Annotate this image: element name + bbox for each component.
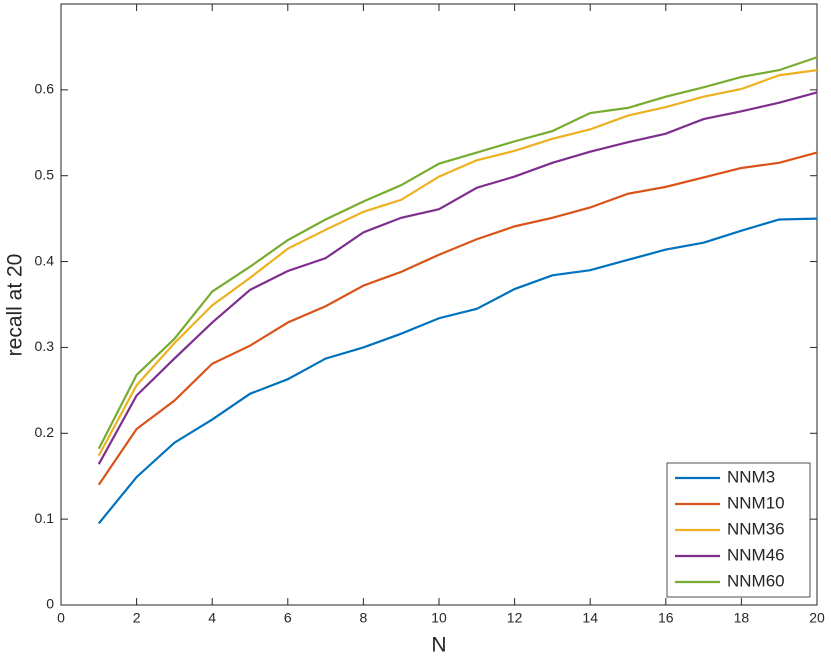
x-tick-label: 12 xyxy=(507,610,523,626)
x-tick-label: 6 xyxy=(284,610,292,626)
series-line xyxy=(97,217,818,525)
x-tick-label: 10 xyxy=(431,610,447,626)
y-tick-label: 0.4 xyxy=(35,252,55,268)
legend-label: NNM60 xyxy=(727,571,785,590)
y-tick-label: 0.1 xyxy=(35,510,55,526)
x-tick-label: 18 xyxy=(734,610,750,626)
x-tick-label: 14 xyxy=(582,610,598,626)
series-line xyxy=(97,56,818,450)
y-tick-label: 0.5 xyxy=(35,166,55,182)
y-tick-label: 0 xyxy=(46,596,54,612)
legend-label: NNM46 xyxy=(727,545,785,564)
x-tick-label: 4 xyxy=(208,610,216,626)
x-axis-label: N xyxy=(431,634,446,657)
legend-label: NNM10 xyxy=(727,493,785,512)
x-tick-label: 2 xyxy=(133,610,141,626)
series-line xyxy=(97,91,818,465)
x-tick-label: 16 xyxy=(658,610,674,626)
legend-label: NNM36 xyxy=(727,519,785,538)
y-tick-label: 0.6 xyxy=(35,81,55,97)
x-tick-label: 8 xyxy=(360,610,368,626)
y-tick-label: 0.2 xyxy=(35,424,55,440)
legend-label: NNM3 xyxy=(727,467,775,486)
series-line xyxy=(97,69,818,457)
y-axis-label: recall at 20 xyxy=(4,254,27,357)
plot-frame xyxy=(60,3,818,606)
series-line xyxy=(97,151,818,486)
x-tick-label: 20 xyxy=(809,610,825,626)
y-tick-label: 0.3 xyxy=(35,338,55,354)
x-tick-label: 0 xyxy=(57,610,65,626)
